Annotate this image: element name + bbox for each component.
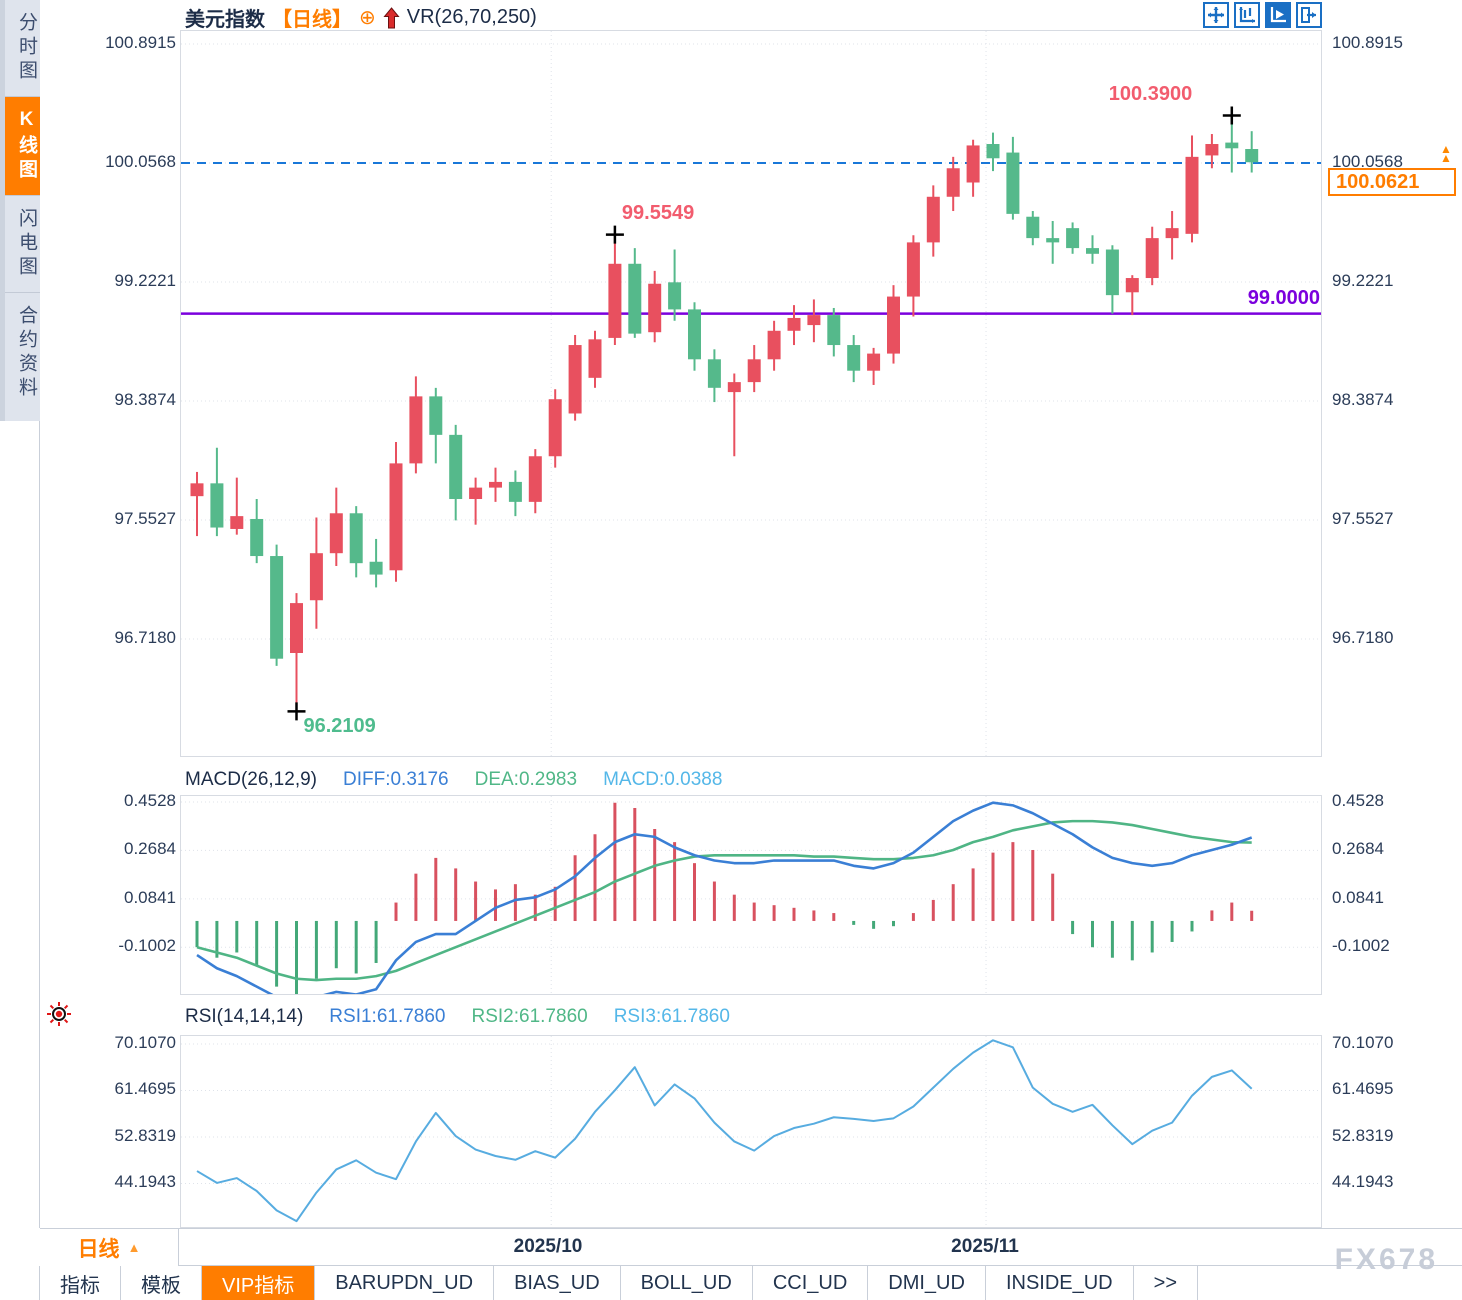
axis-tick-label: 96.7180 <box>1332 628 1394 648</box>
tab-templates[interactable]: 模板 <box>121 1266 202 1300</box>
macd-header: MACD(26,12,9) DIFF:0.3176 DEA:0.2983 MAC… <box>185 765 722 795</box>
xaxis-month-label: 2025/11 <box>951 1236 1019 1257</box>
rsi1-value: RSI1:61.7860 <box>329 1006 446 1027</box>
toolbar-crosshair-button[interactable] <box>1203 2 1229 28</box>
axis-tick-label: 100.8915 <box>105 33 176 52</box>
period-selector-label: 日线 <box>77 1237 120 1261</box>
tab-vip-indicators[interactable]: VIP指标 <box>202 1266 316 1300</box>
period-tag: 【日线】 <box>272 9 352 31</box>
rsi-header: RSI(14,14,14) RSI1:61.7860 RSI2:61.7860 … <box>185 1002 730 1032</box>
up-arrow-icon <box>383 6 400 28</box>
rsi-name-label: RSI(14,14,14) <box>185 1006 304 1027</box>
sidebar-item-lightning-chart[interactable]: 闪电图 <box>5 196 40 293</box>
toolbar-pan-right-button[interactable] <box>1296 2 1322 28</box>
axis-tick-label: 97.5527 <box>114 509 176 529</box>
current-price-box: 100.0621 <box>1328 168 1456 196</box>
macd-dea-value: DEA:0.2983 <box>474 769 578 790</box>
support-price-label: 99.0000 <box>1247 287 1320 309</box>
axis-tick-label: 97.5527 <box>1332 509 1394 529</box>
rsi-chart[interactable] <box>180 1035 1322 1228</box>
price-annotation: 96.2109 <box>303 715 376 738</box>
rsi3-value: RSI3:61.7860 <box>613 1006 730 1027</box>
tab-barupdn-ud[interactable]: BARUPDN_UD <box>315 1266 495 1300</box>
axis-tick-label: 98.3874 <box>1332 390 1394 409</box>
symbol-title: 美元指数 <box>185 9 265 31</box>
macd-chart[interactable] <box>180 795 1322 995</box>
tab-boll-ud[interactable]: BOLL_UD <box>621 1266 753 1300</box>
period-selector[interactable]: 日线 ▲ <box>40 1229 179 1266</box>
axis-tick-label: 61.4695 <box>114 1079 176 1099</box>
axis-tick-label: 99.2221 <box>114 271 176 290</box>
candlestick-chart[interactable] <box>180 30 1322 757</box>
sidebar-tab-group: 分时图 K线图 闪电图 合约资料 <box>0 0 40 421</box>
price-up-arrows-icon: ▲ ▲ <box>1440 142 1452 165</box>
axis-tick-label: 100.0568 <box>105 152 176 171</box>
axis-tick-label: 61.4695 <box>1332 1079 1394 1099</box>
axis-tick-label: 0.4528 <box>1332 790 1384 810</box>
macd-name-label: MACD(26,12,9) <box>185 769 317 790</box>
axis-tick-label: -0.1002 <box>118 936 176 956</box>
rsi2-value: RSI2:61.7860 <box>471 1006 588 1027</box>
axis-tick-label: 44.1943 <box>1332 1172 1394 1192</box>
indicator-tabbar: 指标 模板 VIP指标 BARUPDN_UD BIAS_UD BOLL_UD C… <box>0 1266 1462 1300</box>
xaxis-strip: 日线 ▲ 2025/10 2025/11 <box>40 1228 1462 1266</box>
axis-tick-label: 0.0841 <box>124 887 176 907</box>
sidebar: 分时图 K线图 闪电图 合约资料 <box>0 0 40 1228</box>
price-annotation: 100.3900 <box>1108 82 1193 105</box>
toolbar-auto-scroll-button[interactable] <box>1265 2 1291 28</box>
price-annotation: 99.5549 <box>621 201 695 224</box>
axis-tick-label: 70.1070 <box>114 1032 176 1052</box>
toolbar-axis-scale-button[interactable] <box>1234 2 1260 28</box>
sidebar-item-contract-info[interactable]: 合约资料 <box>5 293 40 413</box>
chart-toolbar <box>1203 2 1322 28</box>
macd-macd-value: MACD:0.0388 <box>603 769 723 790</box>
watermark: FX678 <box>1334 1243 1438 1276</box>
period-selector-arrow-icon: ▲ <box>127 1240 141 1255</box>
axis-tick-label: -0.1002 <box>1332 936 1390 956</box>
tabbar-spacer <box>0 1266 40 1300</box>
axis-tick-label: 99.2221 <box>1332 271 1394 290</box>
axis-tick-label: 96.7180 <box>114 628 176 648</box>
axis-tick-label: 52.8319 <box>114 1125 176 1145</box>
chart-titlebar: 美元指数 【日线】 ⊕ VR(26,70,250) <box>41 0 1462 31</box>
sidebar-item-kline-chart[interactable]: K线图 <box>5 97 40 196</box>
axis-tick-label: 70.1070 <box>1332 1032 1394 1052</box>
tab-bias-ud[interactable]: BIAS_UD <box>494 1266 621 1300</box>
tab-inside-ud[interactable]: INSIDE_UD <box>986 1266 1134 1300</box>
axis-tick-label: 52.8319 <box>1332 1125 1394 1145</box>
vr-indicator-label: VR(26,70,250) <box>406 6 537 28</box>
macd-diff-value: DIFF:0.3176 <box>343 769 449 790</box>
alert-sun-icon[interactable] <box>46 1001 72 1027</box>
axis-tick-label: 0.2684 <box>124 839 176 859</box>
sidebar-item-time-chart[interactable]: 分时图 <box>5 0 40 97</box>
axis-tick-label: 100.0568 <box>1332 152 1403 171</box>
tab-indicators[interactable]: 指标 <box>40 1266 121 1300</box>
add-indicator-icon[interactable]: ⊕ <box>359 6 376 29</box>
axis-tick-label: 44.1943 <box>114 1172 176 1192</box>
axis-tick-label: 0.2684 <box>1332 839 1384 859</box>
axis-tick-label: 0.4528 <box>124 790 176 810</box>
tab-cci-ud[interactable]: CCI_UD <box>753 1266 869 1300</box>
axis-tick-label: 100.8915 <box>1332 33 1403 52</box>
axis-tick-label: 0.0841 <box>1332 887 1384 907</box>
tab-dmi-ud[interactable]: DMI_UD <box>868 1266 986 1300</box>
tab-more[interactable]: >> <box>1134 1266 1198 1300</box>
axis-tick-label: 98.3874 <box>114 390 176 409</box>
xaxis-month-label: 2025/10 <box>513 1236 583 1257</box>
